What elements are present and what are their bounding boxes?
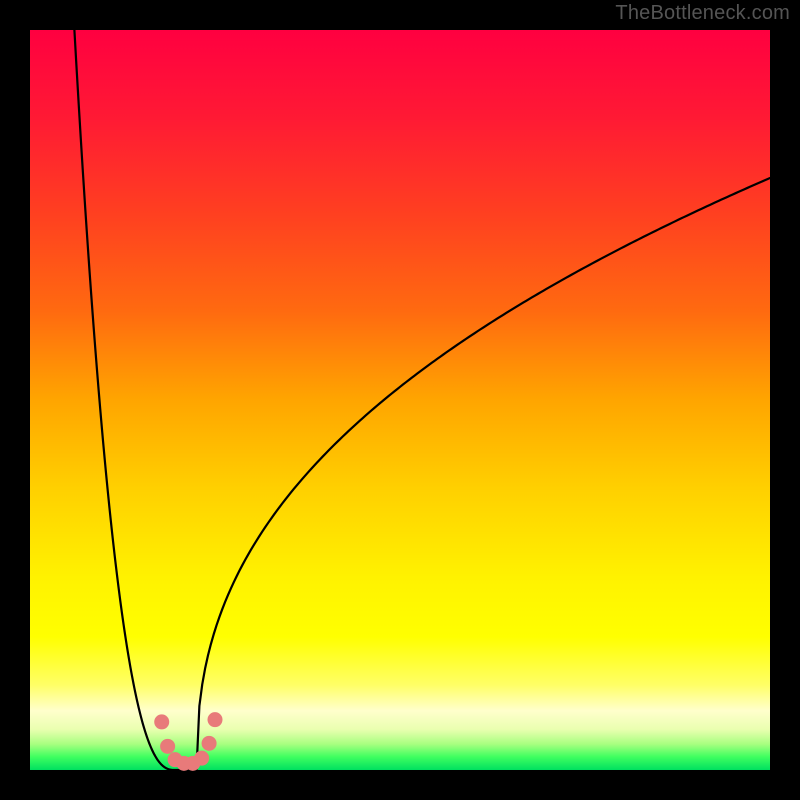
valley-marker xyxy=(160,739,175,754)
valley-marker xyxy=(208,712,223,727)
valley-marker xyxy=(202,736,217,751)
valley-marker xyxy=(194,751,209,766)
gradient-plot-area xyxy=(30,30,770,770)
watermark-text: TheBottleneck.com xyxy=(615,2,790,25)
bottleneck-chart xyxy=(0,0,800,800)
valley-marker xyxy=(154,714,169,729)
